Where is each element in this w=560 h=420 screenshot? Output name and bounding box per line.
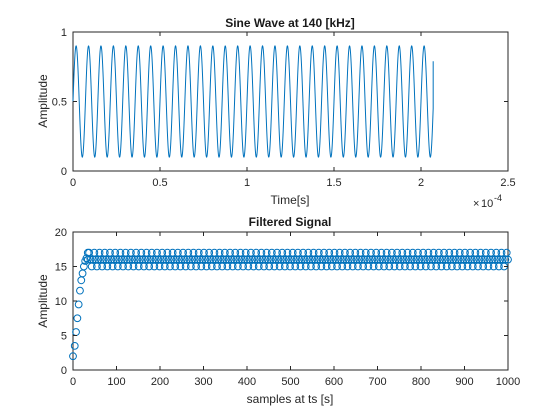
data-point-marker xyxy=(74,300,83,309)
x-tick-label: 900 xyxy=(455,376,473,388)
x-tick-label: 0 xyxy=(70,376,76,388)
y-tick-label: 0.5 xyxy=(52,97,67,109)
y-axis-label-bottom: Amplitude xyxy=(36,274,50,328)
svg-text:×: × xyxy=(473,198,479,210)
x-tick-label: 400 xyxy=(238,376,256,388)
data-point-marker xyxy=(73,314,82,323)
y-axis-ticks-bottom: 0 5 10 15 20 xyxy=(55,227,508,377)
y-axis-ticks-top: 00.51 xyxy=(52,27,508,178)
x-tick-label: 1 xyxy=(244,177,250,189)
x-tick-label: 100 xyxy=(107,376,125,388)
data-point-marker xyxy=(504,255,512,264)
y-tick-label: 0 xyxy=(61,365,67,377)
sine-wave-line xyxy=(72,45,434,158)
chart-title-bottom: Filtered Signal xyxy=(249,215,332,229)
x-tick-label: 1000 xyxy=(496,376,520,388)
x-tick-label: 0.5 xyxy=(152,177,167,189)
chart-title-top: Sine Wave at 140 [kHz] xyxy=(225,16,355,30)
x-axis-multiplier: × 10 -4 xyxy=(473,193,502,210)
y-tick-label: 10 xyxy=(55,296,67,308)
data-point-marker xyxy=(79,262,88,271)
y-tick-label: 0 xyxy=(61,166,67,178)
x-axis-label-bottom: samples at ts [s] xyxy=(247,392,334,406)
y-tick-label: 1 xyxy=(61,27,67,39)
y-tick-label: 5 xyxy=(61,331,67,343)
subplot-filtered-signal: 0 100 200 300 400 500 600 700 800 900 1000 0 5 10 15 2… xyxy=(36,215,520,406)
x-tick-label: 2 xyxy=(418,177,424,189)
subplot-sine-wave: 0 0.5 1 1.5 2 2.5 00.51 Sine Wave at 140 [kHz… xyxy=(36,16,516,210)
x-tick-label: 300 xyxy=(194,376,212,388)
x-axis-ticks-top: 0 0.5 1 1.5 2 2.5 xyxy=(70,32,516,189)
x-tick-label: 200 xyxy=(151,376,169,388)
x-tick-label: 800 xyxy=(412,376,430,388)
data-point-marker xyxy=(69,352,77,361)
x-multiplier-base: 10 xyxy=(481,198,493,210)
x-tick-label: 700 xyxy=(368,376,386,388)
y-axis-label-top: Amplitude xyxy=(36,74,50,128)
filtered-signal-series xyxy=(69,248,512,361)
x-tick-label: 2.5 xyxy=(500,177,515,189)
x-tick-label: 600 xyxy=(325,376,343,388)
y-tick-label: 20 xyxy=(55,227,67,239)
y-tick-label: 15 xyxy=(55,262,67,274)
x-multiplier-exponent: -4 xyxy=(494,193,502,203)
sine-wave-series xyxy=(72,45,434,158)
data-point-marker xyxy=(70,341,79,350)
x-tick-label: 500 xyxy=(281,376,299,388)
x-tick-label: 0 xyxy=(70,177,76,189)
data-point-marker xyxy=(76,286,84,295)
x-axis-label-top: Time[s] xyxy=(271,193,310,207)
x-axis-ticks-bottom: 0 100 200 300 400 500 600 700 800 900 1000 xyxy=(70,232,520,388)
x-tick-label: 1.5 xyxy=(326,177,341,189)
